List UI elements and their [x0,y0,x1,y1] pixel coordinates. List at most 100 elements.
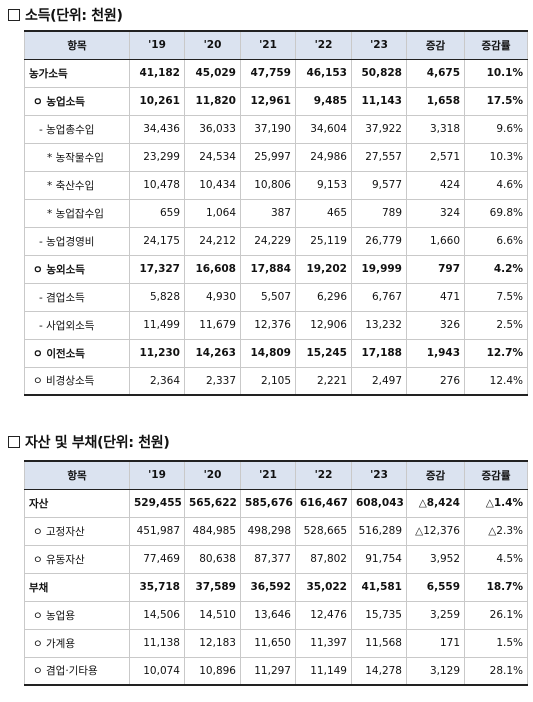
income-table: 항목 '19'20'21'22'23 증감 증감률 농가소득 41,182 45,029 4… [24,30,528,396]
income-header-cell: 항목 [24,30,130,60]
assets-unit: (단위: 천원) [97,435,170,451]
assets-cell: 171 [406,628,465,658]
income-cell: 12.4% [464,366,528,396]
income-cell: 5,828 [129,282,185,312]
assets-cell: 14,506 [129,600,185,630]
income-cell: 27,557 [351,142,407,172]
income-cell: 11,143 [351,86,407,116]
income-cell: 6,767 [351,282,407,312]
income-cell: 17,884 [240,254,296,284]
income-cell: 45,029 [184,58,241,88]
income-cell: 19,999 [351,254,407,284]
assets-cell: 516,289 [351,516,407,546]
assets-cell: 10,896 [184,656,241,686]
income-table-row: * 축산수입 10,478 10,434 10,806 9,153 9,577 424 4.6… [24,170,528,200]
assets-cell: 36,592 [240,572,296,602]
income-section-title: 소득(단위: 천원) [8,5,123,25]
income-cell: 387 [240,198,296,228]
income-cell: 26,779 [351,226,407,256]
assets-cell: 3,129 [406,656,465,686]
income-cell: 10,261 [129,86,185,116]
income-unit: (단위: 천원) [50,8,123,24]
assets-header-cell: '23 [351,460,407,490]
income-header-cell: '23 [351,30,407,60]
income-cell: 37,190 [240,114,296,144]
assets-cell: 11,138 [129,628,185,658]
income-header-cell: 증감률 [464,30,528,60]
income-table-row: - 농업경영비 24,175 24,212 24,229 25,119 26,779 1,6… [24,226,528,256]
income-cell: 2,497 [351,366,407,396]
assets-row-label: ㅇ 고정자산 [24,516,130,546]
income-table-row: * 농작물수입 23,299 24,534 25,997 24,986 27,557 2,5… [24,142,528,172]
income-body: 농가소득 41,182 45,029 47,759 46,153 50,828 4,675 1… [24,58,528,396]
income-cell: 9,577 [351,170,407,200]
income-cell: 9.6% [464,114,528,144]
income-cell: 2,364 [129,366,185,396]
income-cell: 69.8% [464,198,528,228]
income-cell: 11,679 [184,310,241,340]
checkbox-square-icon [8,436,20,448]
checkbox-square-icon [8,9,20,21]
assets-cell: 1.5% [464,628,528,658]
income-cell: 24,986 [295,142,352,172]
income-cell: 25,119 [295,226,352,256]
income-cell: 14,809 [240,338,296,368]
assets-table-row: ㅇ 겸업·기타용 10,074 10,896 11,297 11,149 14,278 3,… [24,656,528,686]
income-header-cell: 증감 [406,30,465,60]
assets-cell: 13,646 [240,600,296,630]
assets-row-label: ㅇ 유동자산 [24,544,130,574]
income-cell: 50,828 [351,58,407,88]
income-table-row: - 겸업소득 5,828 4,930 5,507 6,296 6,767 471 7.5% [24,282,528,312]
income-cell: 19,202 [295,254,352,284]
assets-cell: 11,397 [295,628,352,658]
income-row-label: * 농업잡수입 [24,198,130,228]
income-cell: 471 [406,282,465,312]
income-cell: 1,660 [406,226,465,256]
assets-cell: 12,476 [295,600,352,630]
income-cell: 17,188 [351,338,407,368]
assets-cell: 37,589 [184,572,241,602]
income-cell: 789 [351,198,407,228]
income-cell: 12.7% [464,338,528,368]
income-cell: 3,318 [406,114,465,144]
income-cell: 12,906 [295,310,352,340]
income-cell: 1,064 [184,198,241,228]
income-row-label: - 겸업소득 [24,282,130,312]
income-header-cell: '19 [129,30,185,60]
income-header-row: 항목 '19'20'21'22'23 증감 증감률 [24,30,528,60]
assets-header-cell: '20 [184,460,241,490]
income-cell: 10,478 [129,170,185,200]
assets-cell: 28.1% [464,656,528,686]
income-cell: 24,175 [129,226,185,256]
assets-cell: 11,297 [240,656,296,686]
income-header-cell: '22 [295,30,352,60]
income-cell: 2,571 [406,142,465,172]
assets-cell: 15,735 [351,600,407,630]
income-table-row: * 농업잡수입 659 1,064 387 465 789 324 69.8% [24,198,528,228]
income-cell: 12,961 [240,86,296,116]
income-cell: 4.6% [464,170,528,200]
income-cell: 326 [406,310,465,340]
income-cell: 16,608 [184,254,241,284]
assets-table: 항목 '19'20'21'22'23 증감 증감률 자산 529,455 565,622 5… [24,460,528,686]
income-cell: 1,658 [406,86,465,116]
income-cell: 34,604 [295,114,352,144]
assets-cell: 87,377 [240,544,296,574]
income-row-label: - 사업외소득 [24,310,130,340]
income-cell: 11,820 [184,86,241,116]
income-table-row: ㅇ 이전소득 11,230 14,263 14,809 15,245 17,188 1,94… [24,338,528,368]
assets-section-title: 자산 및 부채(단위: 천원) [8,432,170,452]
assets-cell: △1.4% [464,488,528,518]
income-cell: 25,997 [240,142,296,172]
assets-cell: 3,952 [406,544,465,574]
assets-table-row: 부채 35,718 37,589 36,592 35,022 41,581 6,559 18.… [24,572,528,602]
income-row-label: ㅇ 농업소득 [24,86,130,116]
assets-header-cell: '22 [295,460,352,490]
assets-cell: △12,376 [406,516,465,546]
income-cell: 13,232 [351,310,407,340]
income-cell: 2,105 [240,366,296,396]
assets-cell: 80,638 [184,544,241,574]
assets-header-cell: 증감률 [464,460,528,490]
assets-cell: 35,022 [295,572,352,602]
assets-cell: 4.5% [464,544,528,574]
